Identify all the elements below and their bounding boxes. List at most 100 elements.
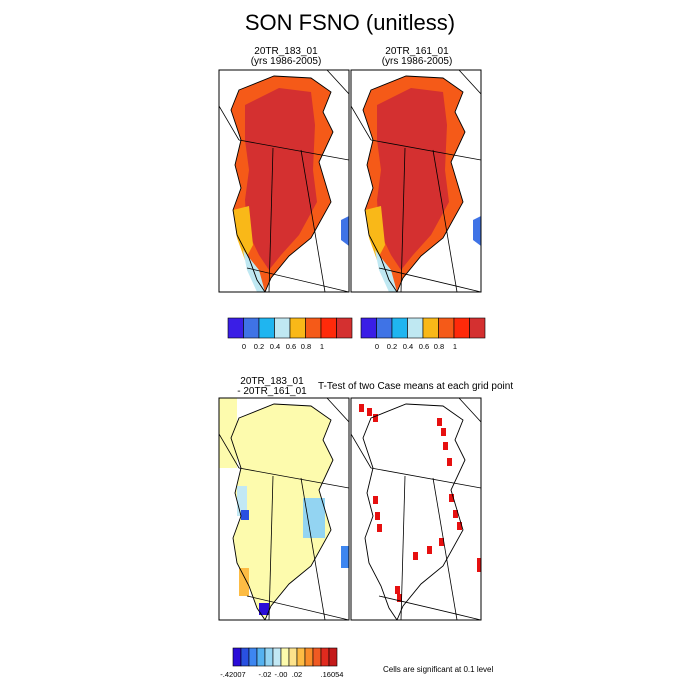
- meridian-line: [326, 70, 349, 95]
- significant-cell: [367, 408, 372, 416]
- figure-title: SON FSNO (unitless): [244, 10, 456, 35]
- panel-1-title: 20TR_183_01: [254, 46, 318, 57]
- colorbar-swatch: [312, 647, 322, 667]
- significant-cell: [375, 512, 380, 520]
- panel-frame: [350, 397, 482, 621]
- colorbar-tick-label: -.00: [275, 670, 288, 679]
- significant-cell: [373, 496, 378, 504]
- significant-cell: [449, 494, 454, 502]
- parallel-line: [246, 267, 349, 292]
- colorbar-diff: -.42007 -.02 -.00 .02 .16054: [220, 647, 344, 679]
- colorbar-swatch: [305, 317, 322, 339]
- colorbar-swatch: [438, 317, 455, 339]
- significant-cell: [439, 538, 444, 546]
- panel-4-title: T-Test of two Case means at each grid po…: [318, 381, 514, 392]
- significant-cell: [447, 458, 452, 466]
- colorbar-swatch: [289, 317, 306, 339]
- panel-ttest: [350, 397, 482, 621]
- colorbar-swatch: [328, 647, 338, 667]
- significant-cell: [413, 552, 418, 560]
- colorbar-swatch: [232, 647, 242, 667]
- significant-cell: [443, 442, 448, 450]
- colorbar-swatch: [264, 647, 274, 667]
- meridian-line: [458, 70, 481, 95]
- coastline: [230, 403, 334, 620]
- colorbar-swatch: [288, 647, 298, 667]
- colorbar-tick-label: 0: [242, 342, 246, 351]
- diff-positive-patch: [239, 568, 249, 596]
- parallel-line: [238, 139, 349, 161]
- significant-cell: [359, 404, 364, 412]
- colorbar-swatch: [243, 317, 260, 339]
- colorbar-tick-label: 0.8: [434, 342, 444, 351]
- colorbar-tick-label: 0.8: [301, 342, 311, 351]
- colorbar-swatch: [422, 317, 439, 339]
- meridian-line: [219, 105, 240, 141]
- coastline: [230, 75, 334, 292]
- iceland-fill: [473, 216, 481, 246]
- ellesmere-fill: [219, 398, 237, 468]
- colorbar-swatch: [258, 317, 275, 339]
- colorbar-swatch: [256, 647, 266, 667]
- colorbar-swatch: [469, 317, 486, 339]
- colorbar-161: 0 0.2 0.4 0.6 0.8 1: [360, 317, 486, 351]
- meridian-line: [326, 398, 349, 423]
- parallel-line: [378, 267, 481, 292]
- diff-fill: [231, 404, 333, 620]
- colorbar-tick-label: 0.6: [419, 342, 429, 351]
- significance-note: Cells are significant at 0.1 level: [383, 665, 494, 674]
- parallel-line: [370, 139, 481, 161]
- meridian-line: [351, 433, 372, 469]
- meridian-line: [219, 433, 240, 469]
- colorbar-swatch: [391, 317, 408, 339]
- parallel-line: [246, 595, 349, 620]
- significant-cell: [457, 522, 462, 530]
- significant-cell: [477, 558, 481, 572]
- colorbar-swatch: [360, 317, 377, 339]
- diff-negative-patch: [259, 603, 269, 615]
- colorbar-swatch: [227, 317, 244, 339]
- colorbar-swatch: [274, 317, 291, 339]
- meridian-line: [351, 105, 372, 141]
- colorbar-swatch: [320, 647, 330, 667]
- coastline: [362, 75, 466, 292]
- significant-cell: [441, 428, 446, 436]
- significant-cell: [437, 418, 442, 426]
- colorbar-tick-label: 0.2: [387, 342, 397, 351]
- diff-negative-patch: [241, 510, 249, 520]
- colorbar-swatch: [320, 317, 337, 339]
- meridian-line: [458, 398, 481, 423]
- panel-2-subtitle: (yrs 1986-2005): [381, 56, 453, 67]
- colorbar-tick-label: 0.6: [286, 342, 296, 351]
- colorbar-tick-label: 1: [453, 342, 457, 351]
- colorbar-swatch: [304, 647, 314, 667]
- meridian-line: [268, 475, 274, 620]
- colorbar-tick-label: -.02: [259, 670, 272, 679]
- colorbar-tick-label: .02: [292, 670, 302, 679]
- panel-frame: [218, 69, 350, 293]
- colorbar-swatch: [272, 647, 282, 667]
- meridian-line: [268, 147, 274, 292]
- meridian-line: [300, 149, 326, 292]
- parallel-line: [378, 595, 481, 620]
- meridian-line: [400, 475, 406, 620]
- colorbar-swatch: [280, 647, 290, 667]
- diff-negative-patch: [303, 498, 325, 538]
- colorbar-tick-label: 0.4: [403, 342, 413, 351]
- panel-2-title: 20TR_161_01: [385, 46, 449, 57]
- meridian-line: [432, 149, 458, 292]
- colorbar-swatch: [453, 317, 470, 339]
- significant-cell: [453, 510, 458, 518]
- meridian-line: [300, 477, 326, 620]
- significant-cell: [397, 594, 402, 602]
- panel-161-mean: [350, 69, 482, 293]
- colorbar-swatch: [296, 647, 306, 667]
- colorbar-tick-label: 0.2: [254, 342, 264, 351]
- parallel-line: [370, 467, 481, 489]
- iceland-fill: [341, 216, 349, 246]
- panel-3-title-line2: - 20TR_161_01: [237, 386, 307, 397]
- colorbar-tick-label: .16054: [321, 670, 344, 679]
- significant-cell: [395, 586, 400, 594]
- colorbar-tick-label: 1: [320, 342, 324, 351]
